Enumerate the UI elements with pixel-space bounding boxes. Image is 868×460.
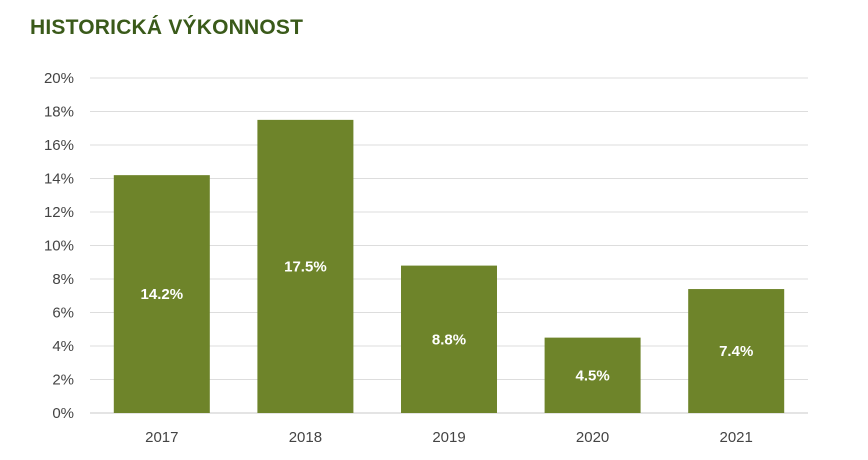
data-label: 17.5% (284, 258, 327, 275)
bar-2018 (257, 119, 354, 413)
y-tick-label: 12% (44, 204, 74, 221)
y-tick-label: 0% (52, 405, 74, 422)
y-tick-label: 14% (44, 171, 74, 188)
chart-title: HISTORICKÁ VÝKONNOST (30, 16, 304, 39)
x-tick-label: 2019 (432, 429, 465, 446)
x-tick-label: 2017 (145, 429, 178, 446)
x-tick-label: 2021 (720, 429, 753, 446)
data-label: 4.5% (575, 367, 609, 384)
bar-2020 (544, 337, 641, 413)
x-tick-label: 2020 (576, 429, 609, 446)
y-tick-label: 8% (52, 271, 74, 288)
bar-2021 (688, 289, 785, 413)
y-tick-label: 4% (52, 338, 74, 355)
y-tick-label: 20% (44, 70, 74, 87)
data-labels: 14.2% 17.5% 8.8% 4.5% 7.4% (141, 258, 754, 384)
x-axis-ticks: 2017 2018 2019 2020 2021 (145, 429, 753, 446)
bar-2017 (113, 175, 210, 413)
data-label: 7.4% (719, 343, 753, 360)
y-tick-label: 2% (52, 372, 74, 389)
data-label: 8.8% (432, 331, 466, 348)
bar-2019 (401, 265, 497, 413)
y-tick-label: 16% (44, 137, 74, 154)
y-axis-ticks: 0% 2% 4% 6% 8% 10% 12% 14% 16% 18% 20% (44, 70, 74, 422)
y-tick-label: 10% (44, 238, 74, 255)
x-tick-label: 2018 (289, 429, 322, 446)
bars (113, 119, 785, 413)
y-tick-label: 6% (52, 305, 74, 322)
y-tick-label: 18% (44, 104, 74, 121)
data-label: 14.2% (141, 286, 184, 303)
